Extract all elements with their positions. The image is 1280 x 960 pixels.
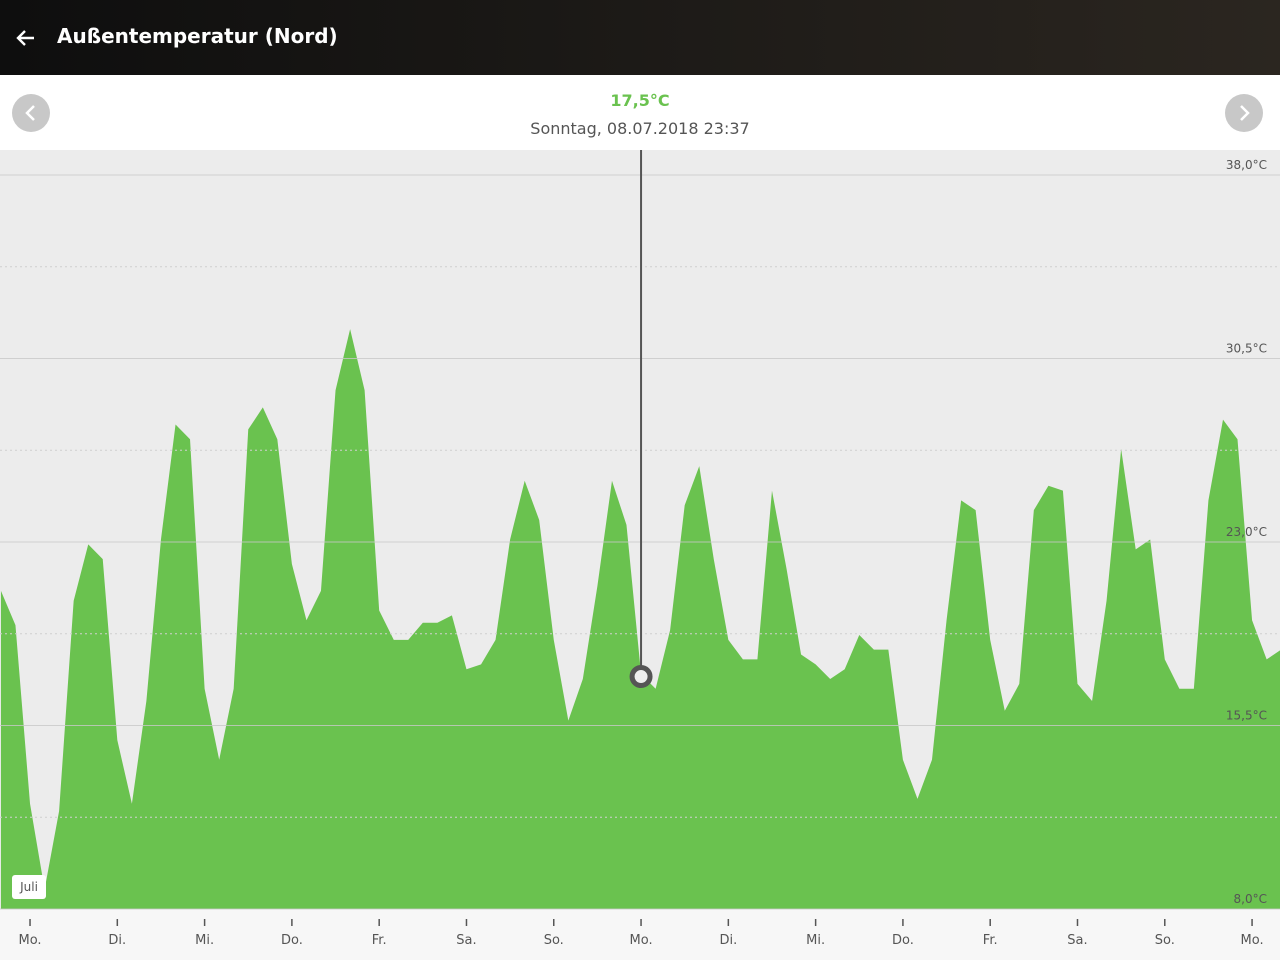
x-tick-label: Mi. bbox=[195, 933, 214, 948]
x-tick-label: Mo. bbox=[630, 933, 653, 948]
temperature-area bbox=[0, 329, 1280, 909]
x-tick-label: Fr. bbox=[983, 933, 998, 948]
x-tick-label: Di. bbox=[108, 933, 126, 948]
y-tick-label: 30,5°C bbox=[1226, 341, 1267, 355]
prev-button[interactable] bbox=[12, 94, 50, 132]
cursor-value: 17,5°C bbox=[610, 91, 670, 110]
x-tick-label: So. bbox=[1155, 933, 1175, 948]
x-tick-label: Di. bbox=[719, 933, 737, 948]
x-tick-label: Sa. bbox=[456, 933, 476, 948]
info-bar: 17,5°C Sonntag, 08.07.2018 23:37 bbox=[0, 75, 1280, 150]
y-tick-label: 15,5°C bbox=[1226, 708, 1267, 722]
x-tick-label: Mo. bbox=[1241, 933, 1264, 948]
cursor-marker bbox=[629, 665, 653, 689]
x-tick-label: Do. bbox=[892, 933, 914, 948]
plot-background bbox=[0, 150, 1280, 909]
cursor-date: Sonntag, 08.07.2018 23:37 bbox=[530, 119, 750, 138]
y-tick-label: 38,0°C bbox=[1226, 158, 1267, 172]
x-tick-label: So. bbox=[544, 933, 564, 948]
header-title: Außentemperatur (Nord) bbox=[57, 24, 338, 48]
x-tick-label: Fr. bbox=[372, 933, 387, 948]
header: Außentemperatur (Nord) bbox=[0, 0, 1280, 75]
next-button[interactable] bbox=[1225, 94, 1263, 132]
x-tick-label: Mi. bbox=[806, 933, 825, 948]
x-tick-label: Sa. bbox=[1067, 933, 1087, 948]
y-tick-label: 23,0°C bbox=[1226, 525, 1267, 539]
axis-background bbox=[0, 909, 1280, 960]
month-label: Juli bbox=[19, 880, 38, 894]
x-tick-label: Mo. bbox=[18, 933, 41, 948]
x-tick-label: Do. bbox=[281, 933, 303, 948]
back-button[interactable] bbox=[14, 26, 38, 50]
y-tick-label: 8,0°C bbox=[1234, 892, 1267, 906]
month-badge bbox=[12, 875, 46, 899]
